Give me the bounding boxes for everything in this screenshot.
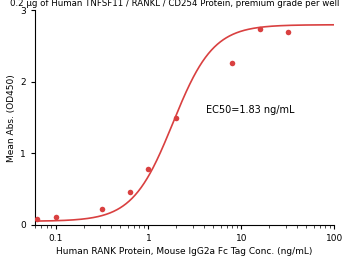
Point xyxy=(230,61,235,65)
Point xyxy=(35,217,40,221)
Point xyxy=(258,27,263,31)
X-axis label: Human RANK Protein, Mouse IgG2a Fc Tag Conc. (ng/mL): Human RANK Protein, Mouse IgG2a Fc Tag C… xyxy=(56,247,313,256)
Point xyxy=(174,116,179,120)
Point xyxy=(286,30,291,34)
Y-axis label: Mean Abs. (OD450): Mean Abs. (OD450) xyxy=(7,74,16,161)
Point xyxy=(128,190,133,194)
Point xyxy=(53,215,58,219)
Point xyxy=(146,167,151,171)
Text: EC50=1.83 ng/mL: EC50=1.83 ng/mL xyxy=(206,105,294,115)
Point xyxy=(100,207,105,211)
Text: 0.2 μg of Human TNFSF11 / RANKL / CD254 Protein, premium grade per well: 0.2 μg of Human TNFSF11 / RANKL / CD254 … xyxy=(10,0,340,8)
